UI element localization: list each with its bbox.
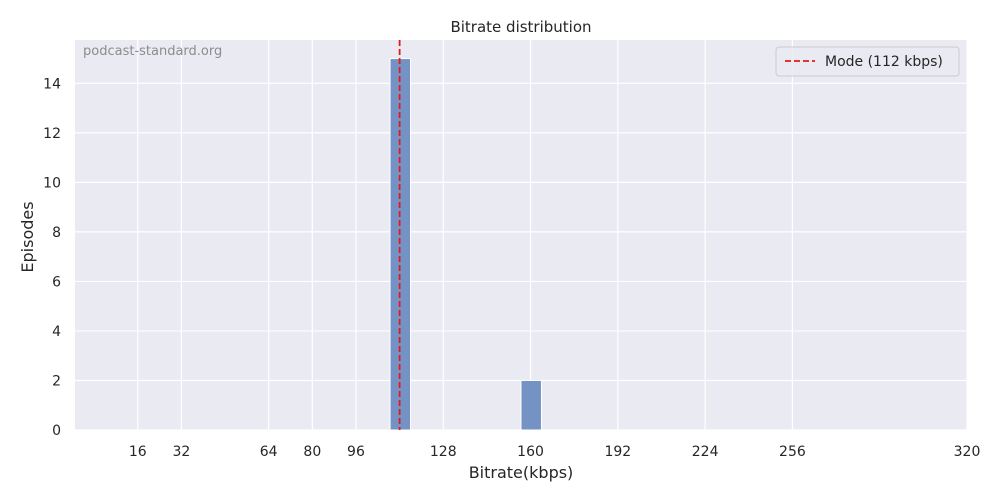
chart-title: Bitrate distribution xyxy=(450,18,591,36)
x-tick-label: 32 xyxy=(172,444,190,460)
y-axis-label: Episodes xyxy=(18,201,37,272)
plot-area xyxy=(75,40,967,430)
x-tick-label: 128 xyxy=(430,444,457,460)
legend-box xyxy=(775,46,960,77)
y-tick-label: 14 xyxy=(43,76,61,92)
x-axis-label: Bitrate(kbps) xyxy=(469,463,574,482)
x-tick-label: 256 xyxy=(779,444,806,460)
y-tick-label: 4 xyxy=(52,324,61,340)
watermark: podcast-standard.org xyxy=(83,44,222,59)
x-tick-labels: 16 32 64 80 96 128 160 192 224 256 320 xyxy=(129,444,981,460)
y-tick-label: 2 xyxy=(52,373,61,389)
x-tick-label: 192 xyxy=(604,444,631,460)
y-tick-label: 10 xyxy=(43,175,61,191)
x-tick-label: 160 xyxy=(517,444,544,460)
y-tick-label: 0 xyxy=(52,423,61,439)
y-tick-label: 12 xyxy=(43,126,61,142)
y-tick-label: 6 xyxy=(52,274,61,290)
legend: Mode (112 kbps) xyxy=(775,46,960,77)
x-tick-label: 80 xyxy=(303,444,321,460)
x-tick-label: 16 xyxy=(129,444,147,460)
y-tick-label: 8 xyxy=(52,225,61,241)
legend-label: Mode (112 kbps) xyxy=(825,54,943,70)
x-tick-label: 64 xyxy=(260,444,278,460)
y-tick-labels: 0 2 4 6 8 10 12 14 xyxy=(43,76,61,439)
x-tick-label: 96 xyxy=(347,444,365,460)
x-tick-label: 224 xyxy=(692,444,719,460)
x-tick-label: 320 xyxy=(954,444,981,460)
histogram-bar xyxy=(520,379,542,431)
